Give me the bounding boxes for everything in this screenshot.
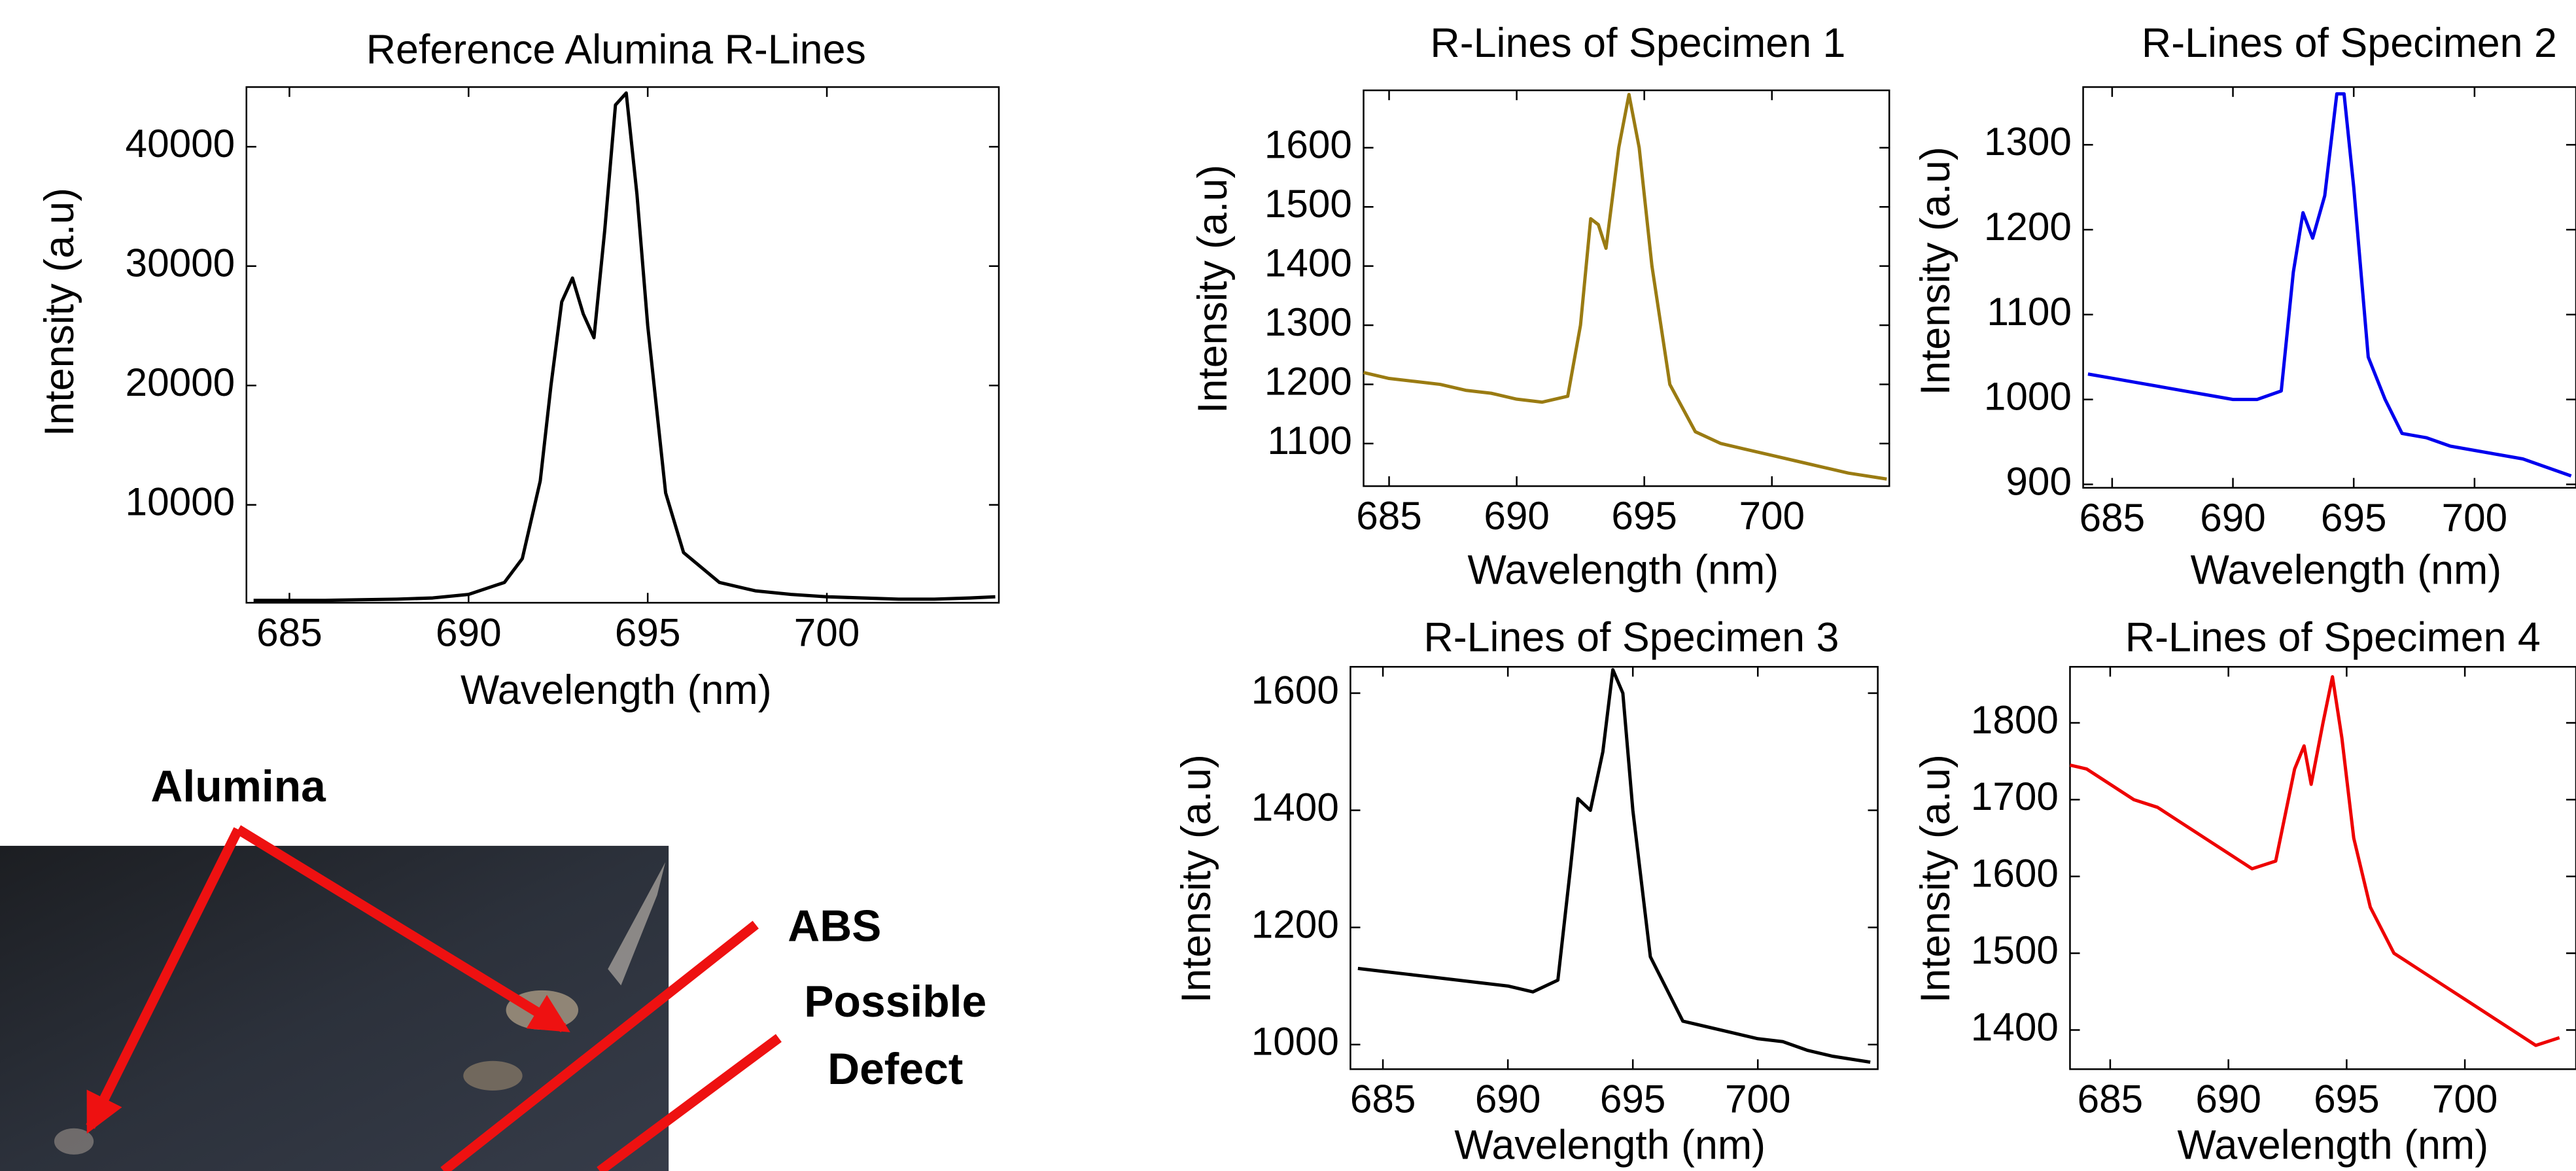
y-tick-label: 1500 bbox=[1264, 181, 1352, 226]
chart: R-Lines of Specimen 4 Wavelength (nm) Inte… bbox=[1913, 615, 2576, 1168]
spectrum-line bbox=[1363, 92, 1887, 481]
x-tick-label: 690 bbox=[1484, 493, 1550, 538]
y-tick-label: 1300 bbox=[1984, 119, 2072, 164]
x-tick-label: 695 bbox=[2314, 1076, 2380, 1121]
x-axis-label: Wavelength (nm) bbox=[2177, 1122, 2488, 1168]
plot-frame bbox=[245, 86, 1000, 604]
x-tick-label: 695 bbox=[2321, 495, 2387, 540]
y-tick-label: 1800 bbox=[1971, 697, 2059, 742]
particle bbox=[608, 862, 666, 986]
x-tick-label: 690 bbox=[2195, 1076, 2261, 1121]
y-tick-label: 1600 bbox=[1971, 851, 2059, 896]
x-tick-label: 685 bbox=[1350, 1076, 1416, 1121]
x-tick-label: 685 bbox=[2078, 1076, 2144, 1121]
x-tick-label: 695 bbox=[1611, 493, 1677, 538]
chart-title: Reference Alumina R-Lines bbox=[366, 27, 866, 73]
y-tick-label: 1400 bbox=[1251, 785, 1339, 830]
x-tick-label: 700 bbox=[2442, 495, 2508, 540]
chart-title: R-Lines of Specimen 2 bbox=[2142, 20, 2557, 66]
x-tick-label: 695 bbox=[1600, 1076, 1666, 1121]
pointer bbox=[440, 920, 759, 1171]
y-tick-label: 1200 bbox=[1264, 358, 1352, 403]
y-tick-label: 1000 bbox=[1984, 374, 2072, 419]
chart: Reference Alumina R-Lines Wavelength (nm)… bbox=[37, 27, 1000, 713]
x-axis-label: Wavelength (nm) bbox=[2191, 548, 2502, 593]
x-tick-label: 685 bbox=[256, 610, 322, 655]
y-tick-label: 40000 bbox=[126, 121, 235, 166]
y-tick-label: 1200 bbox=[1984, 204, 2072, 249]
y-axis-label: Intensity (a.u) bbox=[1190, 165, 1236, 413]
pointers bbox=[86, 825, 782, 1171]
y-tick-label: 1200 bbox=[1251, 902, 1339, 947]
x-tick-label: 700 bbox=[1725, 1076, 1791, 1121]
chart: R-Lines of Specimen 1 Wavelength (nm) Inte… bbox=[1190, 20, 1890, 593]
x-tick-label: 700 bbox=[794, 610, 860, 655]
y-tick-label: 1400 bbox=[1971, 1004, 2059, 1049]
x-tick-label: 700 bbox=[2432, 1076, 2498, 1121]
spectrum-line bbox=[1357, 668, 1871, 1064]
label-abs: ABS bbox=[788, 902, 881, 951]
x-tick-label: 700 bbox=[1739, 493, 1805, 538]
y-axis-label: Intensity (a.u) bbox=[1913, 754, 1958, 1003]
chart: R-Lines of Specimen 2 Wavelength (nm) Inte… bbox=[1913, 20, 2576, 593]
label-defect-box: Possible Defect bbox=[804, 977, 987, 1094]
pointer bbox=[86, 827, 243, 1134]
plot-frame bbox=[1349, 666, 1879, 1070]
y-tick-label: 10000 bbox=[126, 480, 235, 524]
chart-title: R-Lines of Specimen 4 bbox=[2125, 615, 2541, 661]
x-tick-label: 685 bbox=[2080, 495, 2146, 540]
particle bbox=[54, 1128, 94, 1155]
y-tick-label: 1100 bbox=[1987, 289, 2072, 334]
x-tick-label: 690 bbox=[1475, 1076, 1541, 1121]
chart-title: R-Lines of Specimen 1 bbox=[1430, 20, 1845, 66]
y-axis-label: Intensity (a.u) bbox=[37, 188, 82, 436]
chart: R-Lines of Specimen 3 Wavelength (nm) Inte… bbox=[1174, 615, 1879, 1168]
y-tick-label: 20000 bbox=[126, 360, 235, 404]
y-tick-label: 1300 bbox=[1264, 300, 1352, 344]
x-tick-label: 695 bbox=[615, 610, 681, 655]
plot-frame bbox=[1363, 89, 1890, 487]
y-axis-label: Intensity (a.u) bbox=[1174, 754, 1219, 1003]
spectrum-line bbox=[253, 91, 996, 603]
y-tick-label: 1500 bbox=[1971, 928, 2059, 972]
y-tick-label: 1400 bbox=[1264, 241, 1352, 285]
y-tick-label: 900 bbox=[2006, 459, 2072, 503]
x-axis-label: Wavelength (nm) bbox=[1468, 548, 1779, 593]
x-axis-label: Wavelength (nm) bbox=[461, 667, 772, 713]
micrograph: Alumina ABS Possible Defect bbox=[0, 762, 987, 1171]
y-tick-label: 1100 bbox=[1267, 418, 1352, 463]
label-defect: Possible Defect bbox=[804, 977, 987, 1094]
spectrum-line bbox=[2069, 675, 2560, 1047]
y-tick-label: 1000 bbox=[1251, 1019, 1339, 1064]
y-tick-label: 1600 bbox=[1251, 667, 1339, 712]
y-tick-label: 1600 bbox=[1264, 122, 1352, 167]
pointer bbox=[597, 1034, 782, 1171]
chart-title: R-Lines of Specimen 3 bbox=[1423, 615, 1839, 661]
y-axis-label: Intensity (a.u) bbox=[1913, 147, 1958, 395]
spectrum-line bbox=[2087, 92, 2572, 478]
x-axis-label: Wavelength (nm) bbox=[1454, 1122, 1766, 1168]
label-alumina: Alumina bbox=[150, 762, 326, 811]
y-tick-label: 1700 bbox=[1971, 774, 2059, 818]
plot-frame bbox=[2082, 86, 2576, 489]
x-tick-label: 685 bbox=[1356, 493, 1422, 538]
plot-frame bbox=[2069, 666, 2576, 1070]
x-tick-label: 690 bbox=[436, 610, 502, 655]
y-tick-label: 30000 bbox=[126, 241, 235, 285]
x-tick-label: 690 bbox=[2200, 495, 2266, 540]
particle bbox=[463, 1060, 523, 1091]
pointer bbox=[235, 825, 570, 1033]
